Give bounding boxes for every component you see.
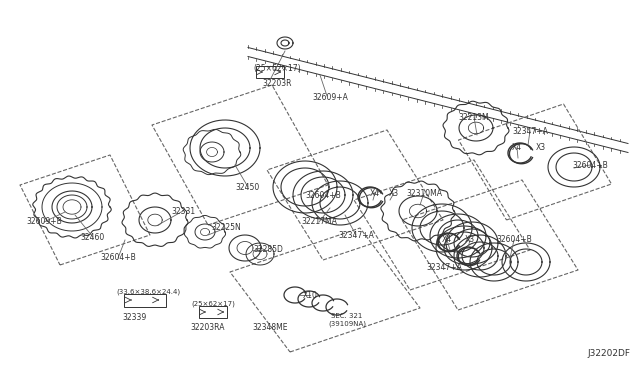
Text: X4: X4: [442, 235, 452, 244]
Text: X4: X4: [512, 144, 522, 153]
Text: SEC. 321
(39109NA): SEC. 321 (39109NA): [328, 313, 366, 327]
Text: 32310MA: 32310MA: [406, 189, 442, 198]
Text: (25×62×17): (25×62×17): [253, 64, 301, 73]
Text: J32202DF: J32202DF: [587, 349, 630, 358]
Text: X4: X4: [370, 189, 380, 198]
Text: X3: X3: [536, 144, 546, 153]
Text: 32203RA: 32203RA: [191, 323, 225, 331]
Text: 32285D: 32285D: [253, 246, 283, 254]
Text: 32213M: 32213M: [459, 112, 490, 122]
Bar: [124, 294, 166, 307]
Text: 32217MA: 32217MA: [301, 218, 337, 227]
Text: (33.6×38.6×24.4): (33.6×38.6×24.4): [116, 289, 180, 295]
Bar: [199, 306, 227, 318]
Text: 32225N: 32225N: [211, 224, 241, 232]
Text: 32347+A: 32347+A: [512, 126, 548, 135]
Text: 32203R: 32203R: [262, 78, 292, 87]
Bar: [256, 66, 284, 78]
Text: 32609+A: 32609+A: [312, 93, 348, 102]
Text: X3: X3: [465, 235, 475, 244]
Text: (25×62×17): (25×62×17): [191, 301, 235, 307]
Text: 32347+A: 32347+A: [338, 231, 374, 240]
Text: 32450: 32450: [236, 183, 260, 192]
Text: X3: X3: [389, 189, 399, 198]
Text: X10: X10: [303, 291, 317, 299]
Text: 32339: 32339: [123, 314, 147, 323]
Text: 32460: 32460: [81, 232, 105, 241]
Text: 32348ME: 32348ME: [252, 323, 288, 331]
Text: 32604+B: 32604+B: [572, 160, 608, 170]
Text: 32609+B: 32609+B: [26, 218, 62, 227]
Text: 32604+B: 32604+B: [100, 253, 136, 263]
Text: 32331: 32331: [171, 206, 195, 215]
Text: 32347+A: 32347+A: [426, 263, 462, 273]
Text: 32604+B: 32604+B: [496, 235, 532, 244]
Text: 32604+B: 32604+B: [305, 190, 341, 199]
